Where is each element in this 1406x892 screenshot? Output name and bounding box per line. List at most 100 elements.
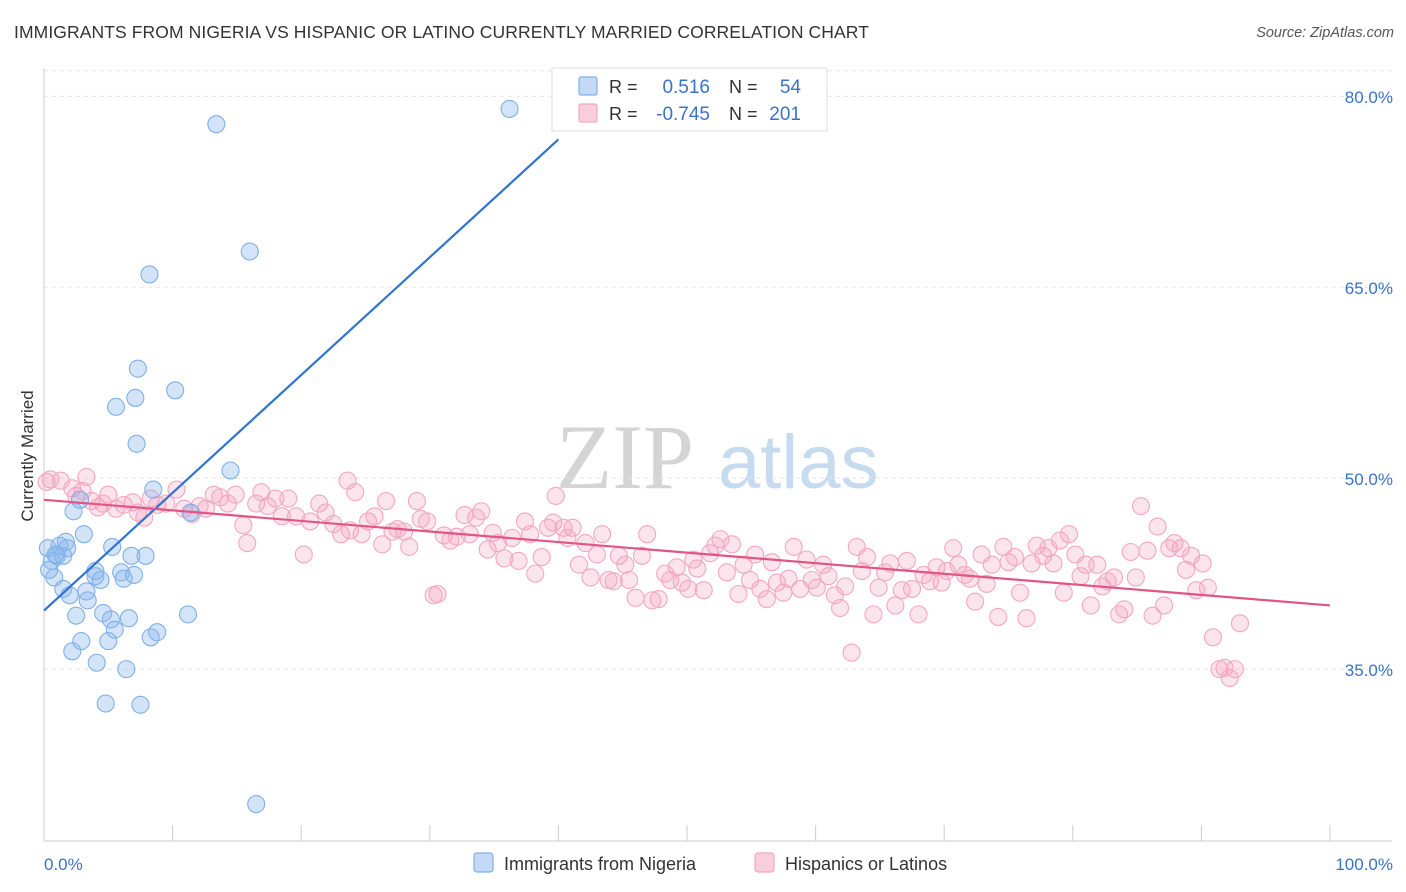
nigeria-point [122, 546, 141, 565]
nigeria-point [166, 381, 185, 400]
hispanic-point [569, 555, 589, 574]
nigeria-point [127, 434, 146, 453]
legend-item-hispanic[interactable]: Hispanics or Latinos [754, 852, 947, 874]
nigeria-point [136, 546, 155, 565]
hispanic-point [266, 489, 285, 508]
watermark-atlas: atlas [718, 420, 879, 505]
stats-swatch-hispanic [578, 103, 598, 123]
hispanic-point [751, 579, 770, 598]
hispanic-point [717, 563, 736, 582]
hispanic-point [365, 507, 384, 526]
hispanic-point [774, 583, 793, 602]
hispanic-point [1131, 497, 1151, 516]
nigeria-point [119, 609, 138, 628]
watermark: ZIP atlas [556, 406, 879, 508]
legend-swatch-hispanic [754, 852, 775, 873]
hispanic-point [509, 551, 528, 570]
hispanic-point [1203, 628, 1223, 647]
nigeria-point [106, 397, 126, 416]
hispanic-point [842, 643, 861, 662]
hispanic-point [526, 564, 545, 583]
hispanic-point [897, 551, 916, 570]
nigeria-point [105, 620, 124, 639]
hispanic-point [1059, 525, 1078, 544]
hispanic-point [346, 483, 365, 502]
hispanic-point [767, 573, 787, 592]
hispanic-point [830, 598, 850, 618]
watermark-zip: ZIP [556, 406, 694, 508]
legend-item-nigeria[interactable]: Immigrants from Nigeria [473, 852, 697, 874]
hispanic-point [869, 578, 888, 597]
nigeria-point [178, 605, 198, 624]
y-axis-label: Currently Married [18, 390, 37, 521]
legend-swatch-nigeria [473, 852, 494, 873]
hispanic-point [1230, 614, 1250, 633]
hispanic-point [711, 530, 730, 549]
hispanic-point [532, 548, 551, 567]
grid-lines [44, 70, 1392, 670]
hispanic-point [546, 486, 565, 506]
hispanic-point [77, 467, 96, 486]
hispanic-point [234, 516, 253, 535]
hispanic-point [226, 485, 245, 504]
nigeria-point [58, 539, 77, 558]
nigeria-point [207, 115, 226, 134]
nigeria-point [87, 653, 106, 672]
nigeria-point [247, 795, 266, 814]
hispanic-point [587, 545, 607, 564]
y-tick-label-35: 35.0% [1345, 661, 1393, 680]
hispanic-point [909, 605, 928, 624]
hispanic-point [1198, 578, 1217, 597]
stats-r-label-hispanic: R = [609, 104, 638, 124]
hispanic-point [1054, 583, 1073, 602]
hispanic-point [258, 497, 277, 516]
hispanic-point [1155, 596, 1174, 615]
hispanic-point [819, 567, 838, 586]
trend-lines [43, 138, 1331, 612]
hispanic-point [864, 605, 883, 624]
nigeria-point [221, 461, 240, 480]
hispanic-point [1088, 555, 1107, 574]
hispanic-point [729, 584, 748, 604]
y-tick-labels: 35.0% 50.0% 65.0% 80.0% [1345, 88, 1393, 680]
hispanic-trend-line [43, 498, 1331, 607]
hispanic-point [740, 570, 760, 590]
nigeria-point [101, 610, 120, 629]
hispanic-point [1044, 554, 1063, 573]
nigeria-point [56, 532, 75, 551]
hispanic-point [1081, 596, 1100, 615]
hispanic-point [746, 545, 765, 564]
hispanic-point [649, 590, 668, 609]
hispanic-point [779, 569, 798, 588]
hispanic-point [762, 553, 781, 572]
hispanic-point [544, 513, 563, 532]
series-nigeria-points [38, 99, 519, 814]
stats-n-label-hispanic: N = [729, 104, 758, 124]
x-axis-ticks [172, 825, 1331, 841]
hispanic-point [966, 592, 985, 611]
stats-n-value-hispanic: 201 [769, 104, 801, 125]
hispanic-point [377, 492, 396, 511]
hispanic-point [539, 518, 558, 537]
hispanic-point [694, 581, 713, 600]
hispanic-point [400, 537, 419, 556]
hispanic-point [1176, 560, 1196, 579]
hispanic-point [616, 555, 635, 574]
hispanic-point [395, 522, 414, 541]
nigeria-point [46, 545, 65, 564]
hispanic-point [977, 574, 996, 593]
nigeria-point [128, 359, 147, 378]
hispanic-point [684, 550, 703, 569]
nigeria-point [91, 570, 110, 590]
hispanic-point [1017, 609, 1036, 628]
hispanic-point [1138, 541, 1157, 560]
stats-box: R = 0.516 N = 54 R = -0.745 N = 201 [551, 67, 828, 132]
hispanic-point [1050, 531, 1069, 550]
hispanic-point [593, 525, 612, 544]
hispanic-point [488, 534, 508, 553]
x-tick-label-100: 100.0% [1335, 855, 1393, 874]
hispanic-point [688, 559, 707, 578]
y-tick-label-65: 65.0% [1345, 279, 1393, 298]
hispanic-point [182, 504, 201, 523]
